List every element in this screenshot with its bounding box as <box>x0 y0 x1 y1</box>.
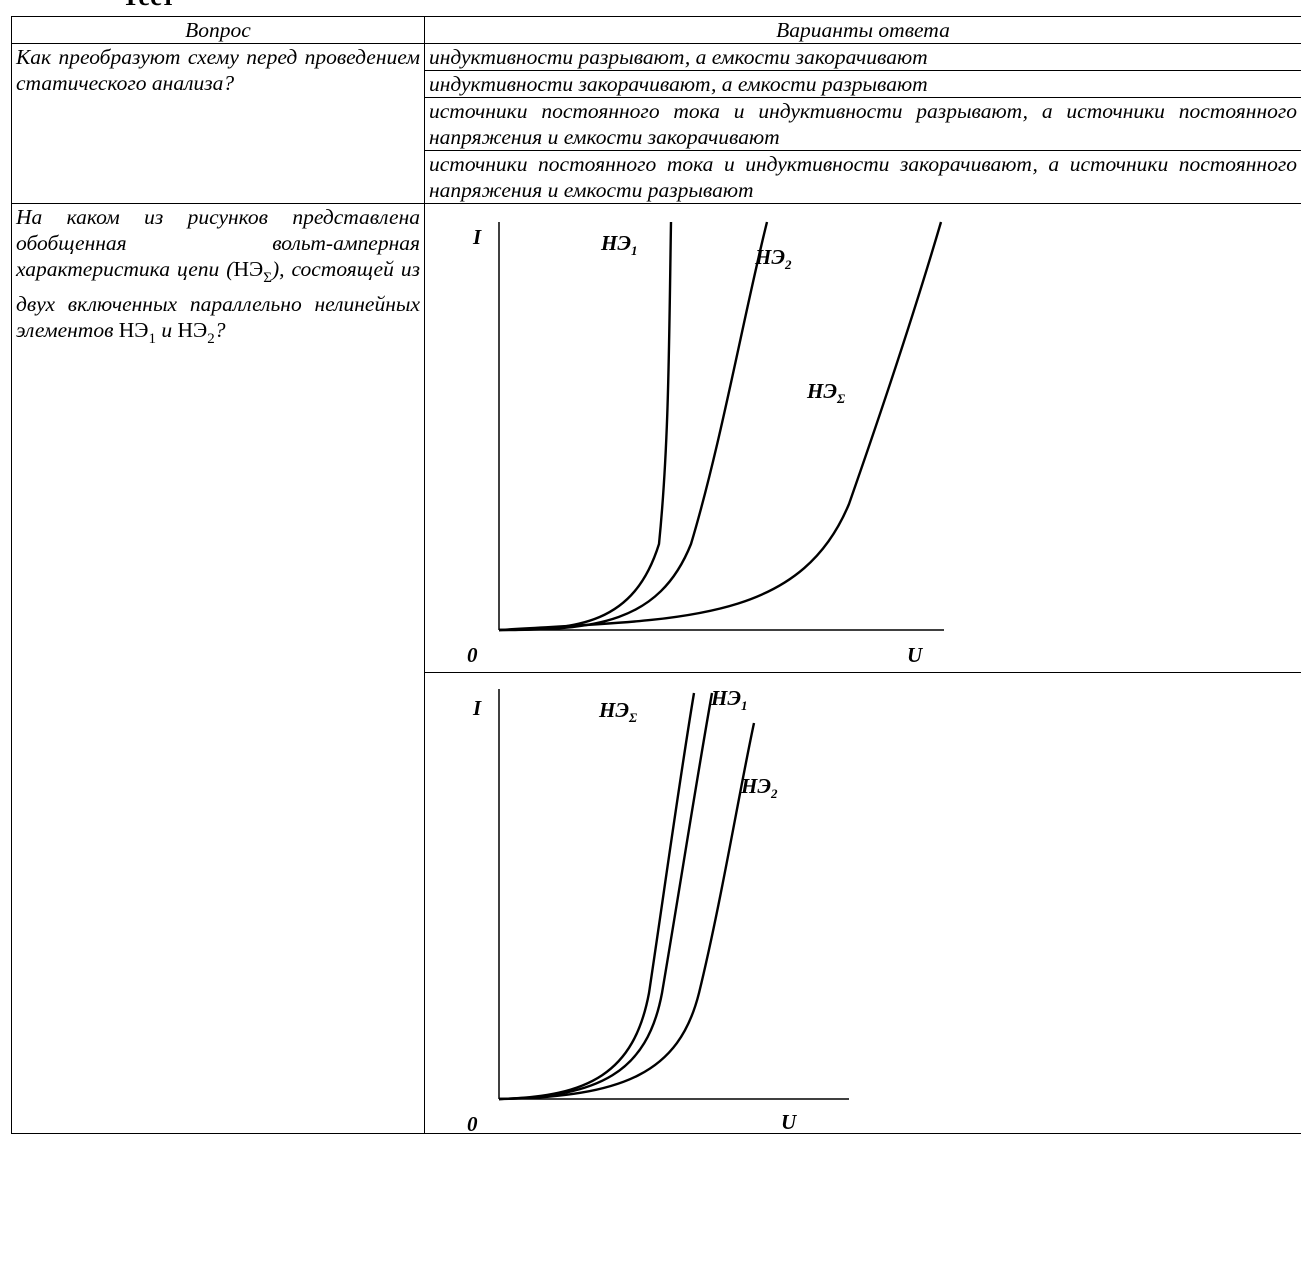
curve-ne1 <box>498 692 714 1101</box>
curve-label-ne-sigma: НЭΣ <box>806 379 845 406</box>
question-1-text: Как преобразуют схему перед проведением … <box>11 43 425 204</box>
y-axis-label: I <box>472 225 482 249</box>
curve-label-ne1: НЭ1 <box>600 231 638 258</box>
curve-ne2 <box>498 221 769 632</box>
curve-ne-sigma <box>498 221 943 632</box>
answer-figure-1-cell: I U 0 НЭ1 НЭ2 НЭΣ <box>424 203 1301 673</box>
question-2-text: На каком из рисунков представлена обобще… <box>11 203 425 1134</box>
curve-label-ne1: НЭ1 <box>710 686 748 713</box>
table-row: индуктивности закорачивают, а емкости ра… <box>12 70 1301 98</box>
y-axis-label: I <box>472 696 482 720</box>
origin-label: 0 <box>467 1112 478 1133</box>
x-axis-label: U <box>907 643 924 667</box>
curve-label-ne2: НЭ2 <box>754 245 792 272</box>
table-row: I U 0 НЭΣ НЭ1 НЭ2 <box>12 672 1301 1134</box>
curve-label-ne-sigma: НЭΣ <box>598 698 637 725</box>
answer-option-1-1: индуктивности разрывают, а емкости закор… <box>424 43 1301 71</box>
curve-ne1 <box>498 221 673 632</box>
answer-option-1-4: источники постоянного тока и индуктивнос… <box>424 150 1301 204</box>
page-heading: Тест <box>122 0 175 10</box>
column-header-question: Вопрос <box>11 16 425 44</box>
vac-figure-1: I U 0 НЭ1 НЭ2 НЭΣ <box>467 221 944 667</box>
x-axis-label: U <box>781 1110 798 1133</box>
origin-label: 0 <box>467 643 478 667</box>
table-row: источники постоянного тока и индуктивнос… <box>12 97 1301 151</box>
table-row: На каком из рисунков представлена обобще… <box>11 203 1301 1134</box>
answer-option-1-3: источники постоянного тока и индуктивнос… <box>424 97 1301 151</box>
vac-figure-2: I U 0 НЭΣ НЭ1 НЭ2 <box>467 686 849 1133</box>
curve-label-ne2: НЭ2 <box>740 774 778 801</box>
table-row: источники постоянного тока и индуктивнос… <box>12 150 1301 204</box>
curve-ne2 <box>498 722 756 1101</box>
column-header-answers: Варианты ответа <box>424 16 1301 44</box>
table-row: Как преобразуют схему перед проведением … <box>11 43 1301 204</box>
answer-option-1-2: индуктивности закорачивают, а емкости ра… <box>424 70 1301 98</box>
answer-figure-2-cell: I U 0 НЭΣ НЭ1 НЭ2 <box>424 672 1301 1134</box>
table-header-row: Вопрос Варианты ответа <box>11 16 1301 44</box>
test-table: Вопрос Варианты ответа Как преобразуют с… <box>11 16 1301 1134</box>
curve-ne-sigma <box>498 692 696 1101</box>
